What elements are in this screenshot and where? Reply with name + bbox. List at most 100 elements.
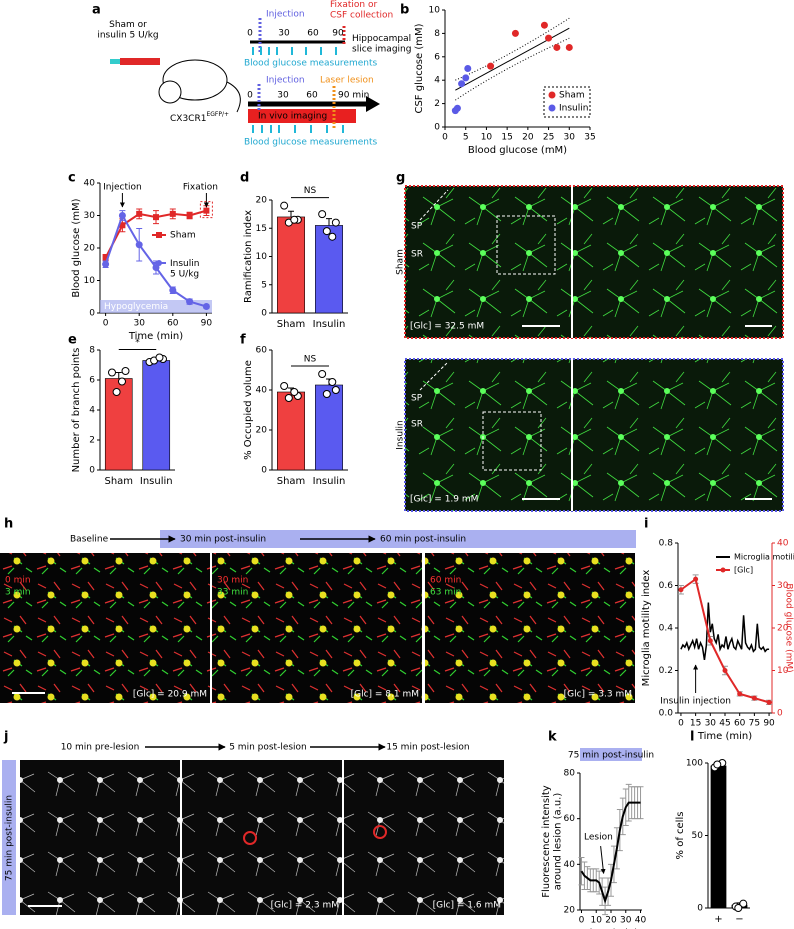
confidence-band (455, 17, 570, 81)
layer-label: SP (411, 394, 423, 404)
x-tick-label: Insulin (313, 476, 346, 487)
panel-letter: l (690, 730, 694, 745)
y-tick-label: 20 (564, 906, 576, 916)
annotation: Injection (103, 183, 142, 193)
y-axis-label: CSF glucose (mM) (414, 23, 425, 113)
data-point (280, 201, 289, 210)
micrograph (425, 553, 635, 703)
point (202, 303, 210, 310)
y-tick-label: 0.4 (659, 624, 674, 634)
y-axis-label: Microglia motility index (641, 570, 652, 687)
syringe-plunger (110, 59, 120, 64)
time-tick: 60 (307, 29, 319, 39)
legend-label: Microglia motility (734, 553, 794, 562)
x-tick-label: 35 (584, 133, 595, 143)
injection-label: Injection (266, 76, 305, 86)
arrow (600, 846, 606, 874)
fit-line (455, 27, 570, 91)
panel-letter: h (4, 517, 13, 532)
legend-label: Sham (559, 91, 585, 101)
x-tick-label: 10 (591, 916, 603, 926)
x-tick-label: 90 (201, 319, 213, 329)
subject-label: Sham or insulin 5 U/kg (97, 20, 158, 40)
time-tick: 60 (306, 91, 318, 101)
x-tick-label: 75 (749, 719, 760, 729)
stage-label: 60 min post-insulin (380, 535, 466, 545)
stage-label: Baseline (70, 535, 109, 545)
bar (277, 391, 305, 471)
point (540, 21, 548, 29)
panel-h: h Baseline 30 min post-insulin 60 min po… (0, 517, 636, 703)
data-point (284, 394, 293, 402)
time-tick: 0 (247, 91, 253, 101)
data-point (322, 227, 331, 236)
syringe (120, 58, 160, 65)
time-label: 3 min (5, 588, 31, 598)
x-tick-label: 10 (481, 133, 493, 143)
time-tick: 0 (247, 29, 253, 39)
side-label: 75 min post-insulin (5, 795, 15, 881)
x-tick-label: Insulin (140, 476, 173, 487)
x-axis-label: Time (min) (128, 331, 183, 342)
glucose-label: [Glc] = 32.5 mM (410, 322, 484, 332)
data-point (112, 388, 121, 396)
x-tick-label: 30 (620, 916, 632, 926)
point (453, 104, 461, 112)
point (119, 222, 126, 229)
x-tick-label: + (714, 914, 722, 925)
point (737, 691, 743, 697)
y-tick-label: 0 (89, 309, 95, 319)
y-tick-label: 60 (564, 814, 576, 824)
point (707, 638, 713, 644)
bar (710, 765, 727, 909)
data-point (734, 904, 743, 912)
measurement-label: Blood glucose measurements (244, 59, 378, 69)
y-tick-label: 10 (84, 276, 96, 286)
y-axis-label: Number of branch points (71, 348, 82, 473)
mouse-head (158, 80, 182, 104)
x-tick-label: 40 (635, 916, 647, 926)
y-tick-label: 60 (256, 346, 268, 356)
y-tick-label: 0 (261, 309, 267, 319)
mouse-tail (226, 81, 241, 113)
x-tick-label: 15 (690, 719, 701, 729)
imaging-bar (248, 109, 356, 123)
data-point (318, 210, 327, 219)
point (553, 43, 561, 51)
y-axis-label: % of cells (675, 812, 686, 860)
point (186, 298, 194, 306)
chart: i 0.0 0.2 0.4 0.6 0.8 0 10 20 30 40 Blood glucose (… (641, 517, 794, 743)
point (766, 699, 772, 705)
x-tick-label: 0 (579, 916, 585, 926)
annotation: Insulin injection (660, 697, 731, 707)
glucose-label: [Glc] = 2.3 mM (271, 901, 339, 911)
endpoint-label: Fixation or CSF collection (330, 0, 393, 20)
point (152, 264, 160, 271)
x-axis-label: Time (min) (697, 731, 752, 742)
glucose-label: [Glc] = 3.3 mM (564, 690, 632, 700)
point (464, 65, 472, 72)
panel-letter: c (68, 171, 76, 186)
y-tick-label: 4 (89, 406, 95, 416)
significance-label: NS (304, 355, 317, 365)
x-tick-label: 0 (678, 719, 684, 729)
y-tick-label: 40 (564, 860, 576, 870)
point (102, 260, 110, 268)
y-tick-label: 0.0 (659, 709, 674, 719)
y2-tick-label: 20 (777, 624, 789, 634)
annotation: Fixation (183, 183, 218, 193)
point (118, 212, 126, 219)
data-point (318, 370, 327, 378)
x-tick-label: 0 (103, 319, 109, 329)
y-tick-label: 50 (692, 831, 704, 841)
zoom-box (482, 411, 542, 471)
x-axis-label: Blood glucose (mM) (468, 145, 567, 156)
point (169, 286, 177, 294)
legend-label: Sham (170, 231, 196, 241)
data-point (290, 388, 299, 396)
x-tick-label: Insulin (313, 319, 346, 330)
micrograph (182, 760, 342, 915)
x-tick-label: 30 (133, 319, 145, 329)
y-tick-label: 15 (256, 224, 267, 234)
